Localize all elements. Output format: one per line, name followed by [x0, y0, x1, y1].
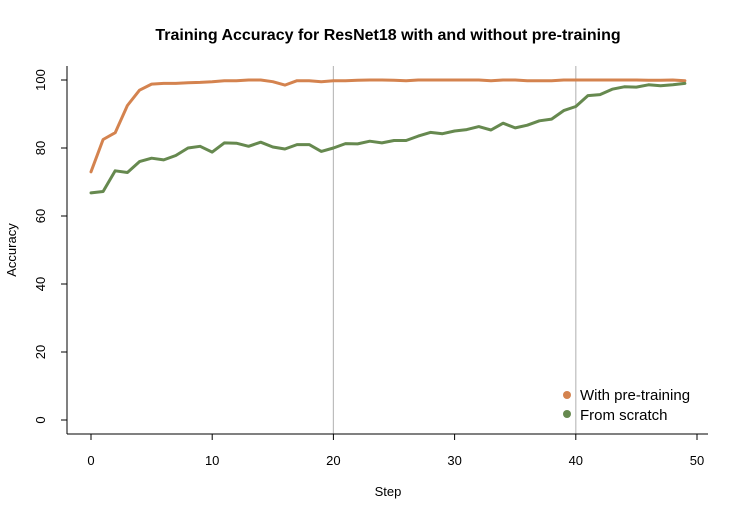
- series-line-from-scratch: [89, 81, 687, 195]
- legend-marker-from-scratch: [563, 410, 571, 418]
- legend: With pre-training From scratch: [563, 387, 690, 424]
- y-axis-label: Accuracy: [4, 223, 19, 277]
- x-tick-label-10: 10: [205, 453, 219, 468]
- x-tick-label-20: 20: [326, 453, 340, 468]
- y-tick-label-20: 20: [33, 345, 48, 359]
- legend-marker-with-pre-training: [563, 391, 571, 399]
- legend-label-from-scratch: From scratch: [580, 407, 668, 424]
- chart-title: Training Accuracy for ResNet18 with and …: [155, 27, 620, 44]
- x-axis-label: Step: [375, 484, 402, 499]
- x-tick-label-30: 30: [447, 453, 461, 468]
- x-tick-label-0: 0: [87, 453, 94, 468]
- y-tick-label-100: 100: [33, 69, 48, 91]
- y-axis-ticks: 0 20 40 60 80 100: [33, 69, 67, 424]
- x-tick-label-50: 50: [690, 453, 704, 468]
- reference-lines: [332, 66, 577, 434]
- y-tick-label-60: 60: [33, 209, 48, 223]
- x-axis-ticks: 0 10 20 30 40 50: [87, 434, 704, 468]
- series-line-with-pre-training: [89, 78, 687, 174]
- y-tick-label-0: 0: [33, 416, 48, 423]
- y-tick-label-40: 40: [33, 277, 48, 291]
- y-tick-label-80: 80: [33, 141, 48, 155]
- x-tick-label-40: 40: [569, 453, 583, 468]
- series-lines: [89, 78, 687, 195]
- legend-label-with-pre-training: With pre-training: [580, 387, 690, 404]
